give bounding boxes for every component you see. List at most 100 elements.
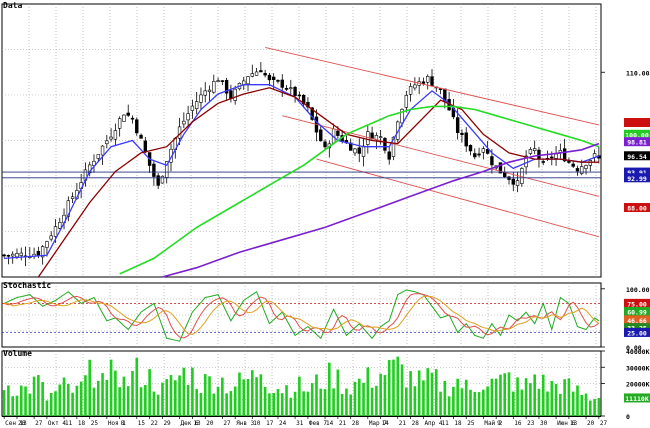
candle-body [186, 113, 190, 121]
volume-bar [259, 374, 263, 416]
candle-body [460, 132, 464, 135]
volume-bar [417, 370, 421, 416]
volume-bar [554, 383, 558, 416]
volume-bar [357, 378, 361, 416]
volume-bar [456, 378, 459, 416]
stochastic-value-tag: 25.00 [627, 329, 647, 337]
candle-body [575, 168, 580, 172]
volume-bar [250, 370, 254, 416]
x-tick-label: 14 [326, 420, 334, 427]
volume-panel: 40000K 30000K 20000K 0 11110K Volume [1, 348, 650, 421]
ma-medium-line [37, 87, 599, 278]
candle-body [143, 140, 148, 153]
volume-bar [28, 393, 32, 416]
volume-bar [182, 367, 186, 416]
volume-bar [156, 394, 160, 416]
candle-body [562, 148, 567, 162]
x-tick-label: 13 [193, 420, 201, 427]
volume-bar [238, 372, 241, 416]
x-tick-label: Апр 4 [424, 420, 442, 427]
candle-body [130, 117, 135, 120]
candle-body [259, 70, 263, 73]
volume-bar [293, 391, 297, 416]
x-tick-label: Май 2 [484, 420, 502, 427]
candle-body [387, 151, 391, 160]
candle-body [36, 250, 41, 257]
volume-bar [233, 386, 237, 416]
volume-bar [400, 364, 404, 416]
candle-body [139, 134, 143, 139]
volume-bar [96, 380, 100, 416]
volume-bar [447, 396, 451, 416]
candle-body [100, 145, 105, 156]
candle-body [49, 235, 53, 240]
volume-bar [559, 393, 562, 416]
candle-body [455, 117, 460, 133]
volume-bar [152, 391, 156, 416]
volume-bar [571, 391, 575, 416]
candle-body [580, 166, 584, 174]
volume-bar [328, 362, 331, 416]
candle-body [404, 95, 409, 108]
stochastic-value-tag: 60.99 [627, 309, 647, 317]
x-tick-label: 10 [253, 420, 261, 427]
candle-body [336, 130, 340, 136]
volume-bar [392, 359, 395, 416]
candle-body [550, 156, 554, 159]
x-tick-label: Ноя 1 [108, 420, 126, 427]
stochastic-value-tag-bg [624, 327, 650, 337]
volume-bar [79, 381, 83, 416]
volume-bar [114, 370, 117, 416]
candle-body [53, 226, 58, 237]
x-tick-label: 22 [151, 420, 159, 427]
x-tick-label: 23 [527, 420, 535, 427]
stochastic-grid [2, 283, 601, 347]
price-grid [2, 4, 601, 277]
volume-bar [345, 388, 348, 416]
volume-bar [473, 391, 477, 416]
candle-body [310, 107, 314, 120]
price-value-tag: 98.81 [627, 139, 647, 147]
volume-bar [434, 369, 438, 416]
candle-body [400, 108, 404, 124]
candle-body [156, 175, 160, 186]
volume-bar [422, 380, 425, 416]
volume-bar [203, 374, 207, 416]
volume-bar [302, 391, 305, 416]
volume-value-tag: 11110K [625, 395, 649, 403]
stochastic-k-line [3, 289, 600, 342]
candle-body [271, 76, 276, 81]
y-tick-label: 30000K [626, 364, 650, 372]
volume-bar [54, 391, 57, 416]
price-value-tag-bg [624, 173, 650, 183]
volume-bar [2, 390, 6, 416]
stochastic-lines [2, 289, 601, 342]
candle-body [515, 180, 520, 186]
x-tick-label: Июн 6 [557, 420, 575, 427]
volume-bar [37, 375, 40, 416]
candle-body [276, 79, 280, 82]
volume-bar [276, 389, 280, 416]
y-tick-label: 100.00 [626, 286, 650, 294]
volume-bar [242, 379, 246, 416]
candle-body [353, 148, 357, 154]
candle-body [297, 94, 302, 97]
volume-bar [323, 389, 327, 416]
candle-body [567, 161, 571, 163]
x-tick-label: 20 [18, 420, 26, 427]
volume-bar [58, 384, 62, 416]
volume-bar [126, 386, 130, 416]
volume-bar [516, 377, 519, 416]
price-value-tag: 92.99 [627, 175, 647, 183]
x-tick-label: 20 [206, 420, 214, 427]
volume-bar [503, 373, 507, 416]
x-tick-label: 28 [412, 420, 420, 427]
volume-bar [131, 370, 134, 416]
candle-body [10, 253, 15, 257]
candle-body [58, 222, 62, 229]
candle-body [152, 163, 156, 177]
volume-bars [2, 356, 601, 416]
volume-bar [19, 385, 23, 416]
